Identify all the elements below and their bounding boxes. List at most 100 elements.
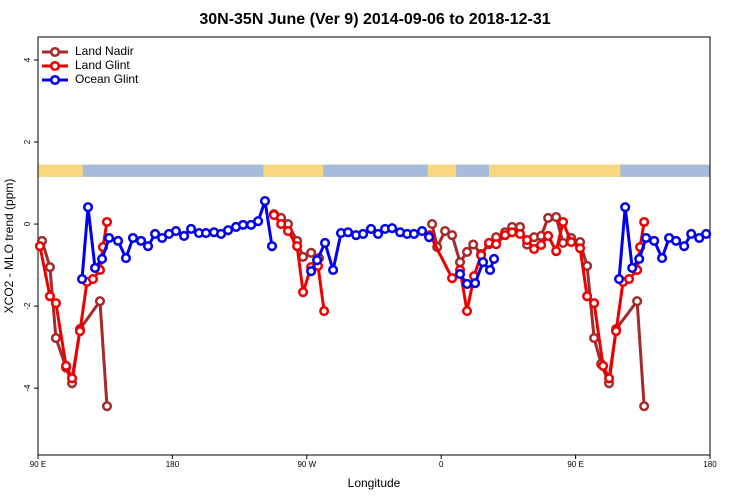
data-point (536, 239, 547, 251)
data-point (522, 235, 533, 246)
data-point (94, 296, 106, 307)
data-point (101, 216, 113, 228)
data-point (34, 241, 45, 252)
legend-marker (49, 74, 61, 86)
y-tick-label: 2 (23, 139, 32, 144)
data-point (237, 219, 249, 230)
data-point (298, 287, 309, 298)
data-point (101, 401, 113, 412)
data-point (143, 241, 154, 252)
data-point (298, 251, 309, 262)
data-point (686, 228, 697, 239)
data-point (589, 298, 600, 309)
legend-label: Ocean Glint (75, 72, 139, 86)
data-point (470, 278, 481, 289)
chart-title: 30N-35N June (Ver 9) 2014-09-06 to 2018-… (199, 11, 550, 28)
data-point (282, 225, 294, 237)
data-point (61, 360, 72, 372)
data-point (200, 228, 212, 239)
data-point (104, 232, 115, 244)
data-point (489, 253, 500, 264)
data-point (611, 326, 622, 337)
y-tick-label: -4 (23, 384, 32, 392)
x-tick-label: 180 (166, 460, 180, 469)
data-point (427, 219, 438, 230)
data-point (598, 360, 609, 372)
x-tick-label: 0 (439, 460, 444, 469)
data-point (620, 202, 631, 213)
x-tick-label: 180 (703, 460, 717, 469)
data-point (120, 253, 132, 264)
data-point (77, 273, 88, 285)
data-point (491, 239, 502, 250)
data-point (461, 246, 473, 257)
data-point (639, 216, 650, 228)
data-point (186, 223, 197, 235)
data-point (701, 228, 712, 239)
data-point (50, 298, 61, 309)
data-point (223, 225, 234, 236)
data-point (514, 228, 526, 239)
land-segment (263, 164, 324, 177)
data-point (97, 253, 108, 264)
data-point (477, 257, 489, 268)
data-point (292, 241, 303, 252)
legend-label: Land Glint (75, 58, 130, 72)
data-point (268, 209, 279, 221)
data-point (575, 243, 586, 254)
land-segment (427, 164, 457, 177)
data-point (551, 246, 562, 257)
data-point (342, 227, 354, 238)
data-point (387, 223, 398, 234)
data-point (417, 225, 428, 237)
data-point (639, 401, 650, 412)
data-point (558, 237, 569, 248)
data-point (507, 227, 518, 238)
land-segment (488, 164, 621, 177)
data-point (440, 225, 451, 237)
data-point (135, 235, 147, 246)
data-point (614, 273, 625, 285)
data-point (266, 241, 278, 252)
y-tick-label: 0 (23, 221, 32, 226)
data-point (641, 232, 652, 244)
data-point (461, 305, 473, 317)
data-point (424, 232, 435, 243)
data-point (624, 273, 635, 285)
data-point (319, 305, 330, 317)
data-point (604, 373, 615, 384)
data-point (66, 373, 78, 384)
data-point (671, 235, 682, 246)
data-point (127, 232, 139, 244)
data-point (454, 257, 466, 268)
data-point (447, 273, 458, 284)
data-point (112, 235, 124, 246)
data-point (649, 235, 660, 246)
data-point (372, 228, 384, 239)
data-point (259, 196, 271, 207)
data-point (44, 262, 55, 273)
plot-frame (37, 36, 711, 456)
data-point (461, 278, 473, 289)
data-point (566, 237, 577, 248)
land-segment (38, 164, 83, 177)
data-point (543, 212, 554, 223)
data-point (447, 230, 458, 241)
data-point (365, 223, 377, 235)
data-point (157, 232, 168, 244)
data-point (328, 264, 339, 276)
x-tick-label: 90 E (30, 460, 46, 469)
data-point (74, 326, 86, 337)
data-point (454, 269, 466, 280)
data-point (484, 264, 496, 276)
data-point (312, 255, 323, 266)
data-point (679, 241, 690, 252)
data-point (657, 253, 668, 264)
data-point (276, 219, 287, 230)
x-axis-label: Longitude (348, 476, 401, 490)
y-tick-label: -2 (23, 302, 32, 310)
data-point (82, 202, 94, 213)
